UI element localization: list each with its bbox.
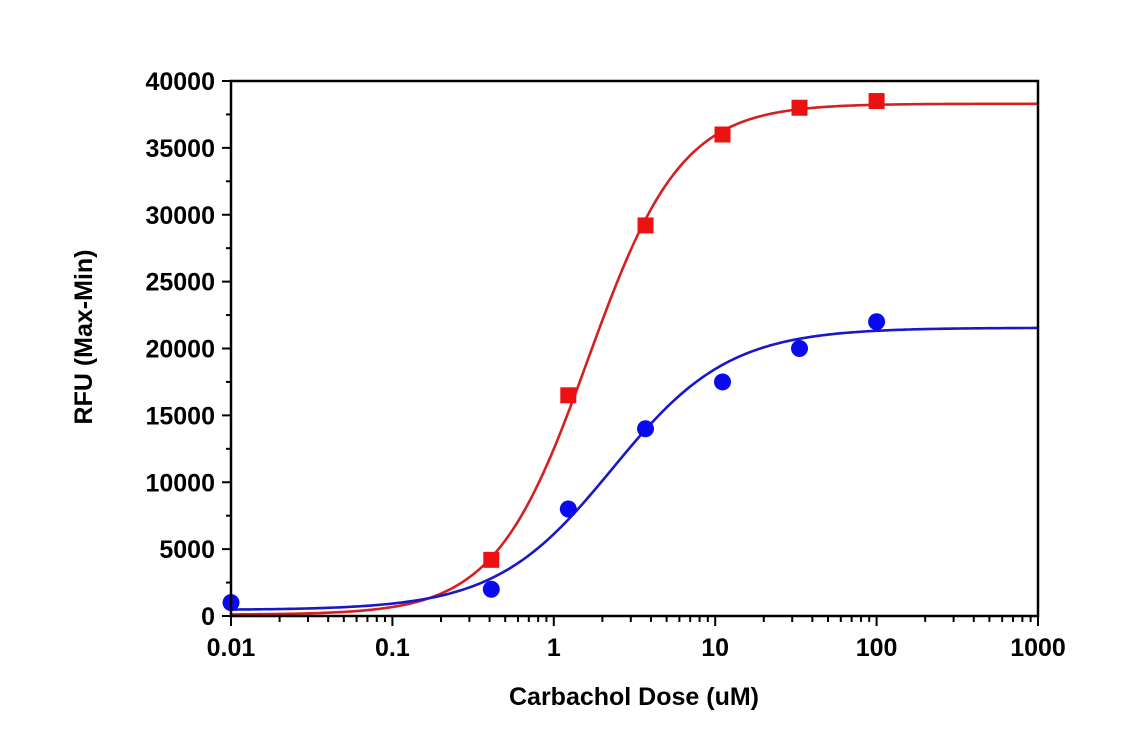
x-tick-label: 10 [701,634,729,662]
red-squares-point [714,126,731,143]
y-tick-label: 5000 [159,536,215,564]
blue-circles-point [791,340,809,357]
x-tick-label: 1 [547,634,561,662]
x-tick-label: 0.1 [375,634,410,662]
blue-circles-point [482,580,500,598]
blue-circles-point [714,373,732,391]
red-squares-fit-curve [230,102,1038,616]
blue-circles-point [637,420,655,438]
y-tick-label: 15000 [145,402,215,430]
red-squares-point [791,99,808,116]
blue-circles-fit-curve [230,326,1039,611]
x-tick-label: 100 [856,634,898,662]
x-tick-label: 1000 [1010,634,1066,662]
red-squares-point [637,217,654,234]
y-tick-label: 35000 [145,135,215,163]
y-tick-label: 30000 [145,202,215,230]
x-tick-label: 0.01 [207,634,256,662]
x-axis: 0.01 0.1 1 10 100 1000 [207,616,1066,662]
red-squares-point [868,93,885,110]
y-tick-label: 10000 [145,469,215,497]
y-axis: 0 5000 10000 15000 20000 25000 30000 35000 40000 [145,68,231,631]
plot-frame [229,79,1040,618]
x-axis-title: Carbachol Dose (uM) [509,683,759,711]
y-tick-label: 20000 [145,336,215,364]
y-tick-label: 0 [201,603,215,631]
y-axis-title: RFU (Max-Min) [70,250,98,425]
fit-curves [230,102,1039,616]
y-tick-label: 40000 [145,68,215,96]
blue-circles-point [868,313,886,331]
y-tick-label: 25000 [145,269,215,297]
red-squares-point [483,551,500,568]
blue-circles-point [559,500,577,518]
red-squares-point [560,387,577,404]
